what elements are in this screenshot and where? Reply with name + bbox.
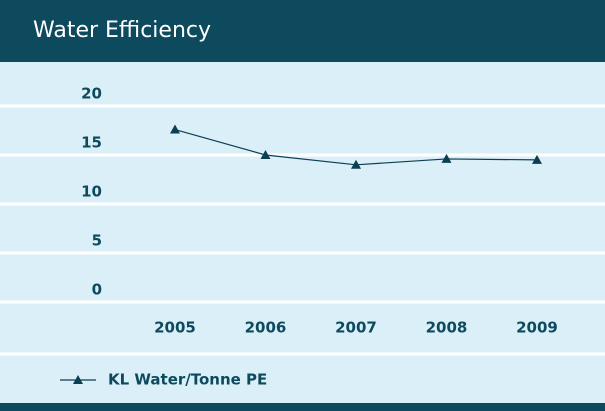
legend-label: KL Water/Tonne PE bbox=[108, 371, 267, 389]
y-tick-label: 15 bbox=[81, 134, 102, 152]
x-tick-label: 2005 bbox=[154, 319, 196, 337]
x-tick-label: 2008 bbox=[426, 319, 468, 337]
chart-title: Water Efficiency bbox=[33, 18, 211, 43]
y-tick-label: 0 bbox=[92, 281, 102, 299]
x-tick-label: 2006 bbox=[245, 319, 287, 337]
x-tick-label: 2007 bbox=[335, 319, 377, 337]
point-marker bbox=[260, 150, 271, 159]
y-tick-label: 10 bbox=[81, 183, 102, 201]
legend-marker bbox=[73, 375, 83, 384]
header bbox=[0, 0, 605, 62]
point-marker bbox=[441, 153, 452, 163]
y-tick-label: 20 bbox=[81, 85, 102, 103]
point-marker bbox=[532, 154, 542, 164]
point-marker bbox=[170, 124, 180, 134]
x-tick-label: 2009 bbox=[516, 319, 558, 337]
y-tick-label: 5 bbox=[92, 232, 102, 250]
footer-band bbox=[0, 403, 605, 411]
point-marker bbox=[351, 159, 361, 169]
